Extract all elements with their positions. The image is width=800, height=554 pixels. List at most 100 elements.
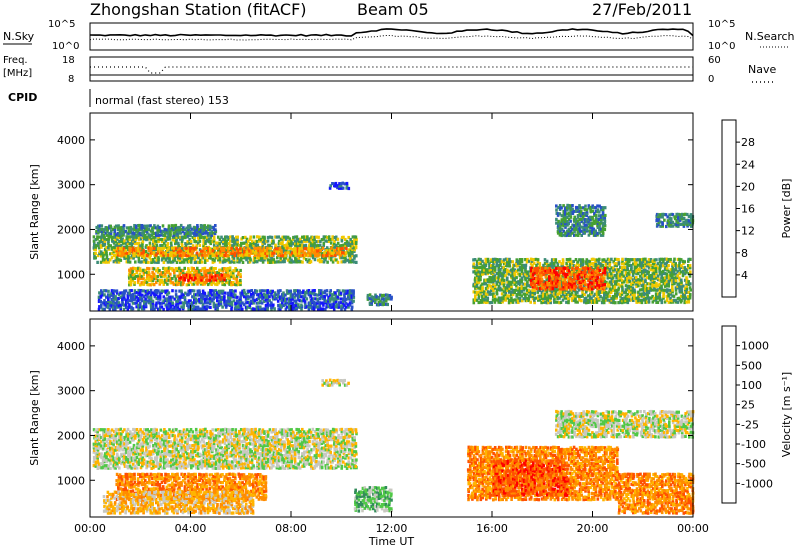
echo-cell [615,276,618,280]
echo-cell [314,293,317,297]
echo-cell [208,278,212,282]
echo-cell [139,305,142,309]
echo-cell [334,299,338,303]
echo-cell [254,239,257,243]
echo-cell [610,278,614,282]
echo-cell [206,278,210,282]
echo-cell [194,276,197,280]
echo-cell [351,250,354,254]
echo-cell [673,282,676,286]
echo-cell [622,262,626,266]
echo-cell [107,241,110,245]
echo-cell [676,257,680,262]
echo-cell [660,264,663,268]
echo-cell [203,305,207,309]
echo-cell [203,293,207,297]
echo-cell [354,241,358,245]
echo-cell [521,299,524,303]
echo-cell [142,273,146,277]
echo-cell [578,268,581,272]
echo-cell [662,290,665,294]
echo-cell [610,276,613,280]
echo-cell [614,282,617,286]
echo-cell [160,251,163,255]
echo-cell [481,264,484,268]
echo-cell [545,266,549,270]
echo-cell [232,239,236,244]
echo-cell [153,295,157,299]
echo-cell [626,280,629,284]
echo-cell [561,278,565,282]
echo-cell [112,250,116,254]
echo-cell [511,260,514,264]
echo-cell [129,270,133,275]
echo-cell [546,269,549,273]
echo-cell [572,259,575,264]
echo-cell [172,225,176,230]
echo-cell [508,261,511,266]
echo-cell [606,298,610,302]
echo-cell [688,266,692,270]
echo-cell [178,307,182,311]
echo-cell [665,261,668,265]
echo-cell [180,244,184,248]
echo-cell [228,279,231,283]
echo-cell [232,282,235,286]
echo-cell [157,249,160,253]
echo-cell [508,257,511,261]
echo-cell [117,293,121,297]
echo-cell [183,227,187,232]
echo-cell [350,295,354,299]
echo-cell [212,291,216,295]
echo-cell [149,276,153,280]
echo-cell [542,268,546,272]
echo-cell [687,290,691,295]
echo-cell [544,271,547,275]
echo-cell [277,235,281,239]
echo-cell [495,258,498,262]
echo-cell [264,248,267,253]
echo-cell [544,287,548,291]
echo-cell [192,282,196,286]
echo-cell [117,235,121,240]
echo-cell [350,289,354,293]
echo-cell [237,248,240,252]
echo-cell [193,236,196,240]
echo-cell [194,305,198,309]
echo-cell [110,235,114,239]
echo-cell [678,288,681,292]
echo-cell [602,258,606,262]
echo-cell [477,272,481,276]
echo-cell [176,307,180,311]
echo-cell [247,297,250,301]
echo-cell [118,253,122,257]
echo-cell [247,244,250,248]
echo-cell [147,267,151,271]
echo-cell [337,247,341,251]
echo-cell [522,272,526,276]
echo-cell [189,289,192,293]
echo-cell [263,237,266,241]
echo-cell [259,258,263,262]
echo-cell [140,281,143,285]
echo-cell [653,274,656,278]
echo-cell [223,275,226,279]
echo-cell [181,253,185,257]
echo-cell [497,272,501,276]
echo-cell [140,224,143,228]
echo-cell [291,307,294,312]
echo-cell [341,303,344,307]
echo-cell [135,249,138,253]
echo-cell [330,251,334,255]
echo-cell [501,282,504,286]
echo-cell [209,305,212,309]
echo-cell [125,256,128,260]
echo-cell [289,253,292,257]
echo-cell [585,264,589,268]
echo-cell [627,288,631,292]
echo-cell [117,297,120,301]
echo-cell [544,266,547,270]
echo-cell [528,259,531,263]
echo-cell [345,239,349,244]
echo-cell [100,233,104,238]
